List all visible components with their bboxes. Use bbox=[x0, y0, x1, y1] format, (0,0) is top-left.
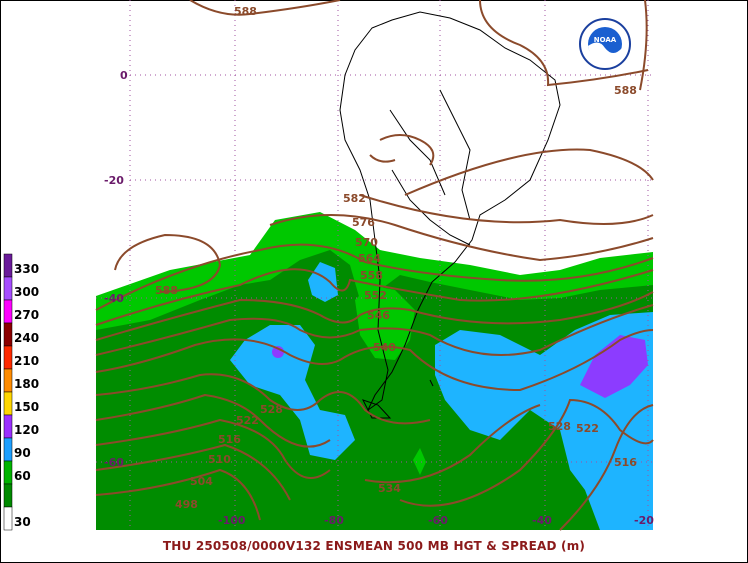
legend-swatch bbox=[3, 391, 13, 416]
contour-label: 498 bbox=[175, 498, 198, 511]
contour-label: 570 bbox=[355, 236, 378, 249]
legend-label: 270 bbox=[14, 308, 39, 322]
legend-label: 240 bbox=[14, 331, 39, 345]
contour-label: 522 bbox=[236, 414, 259, 427]
legend-swatch bbox=[3, 483, 13, 508]
lon-label: -80 bbox=[324, 514, 344, 527]
contour-label: 504 bbox=[190, 475, 213, 488]
legend-swatch bbox=[3, 276, 13, 301]
lon-label: -40 bbox=[532, 514, 552, 527]
lat-lon-grid bbox=[96, 0, 653, 530]
contour-label: 558 bbox=[360, 269, 383, 282]
noaa-logo-icon: NOAA bbox=[579, 18, 631, 70]
contour-label: 528 bbox=[548, 420, 571, 433]
contour-label: 582 bbox=[343, 192, 366, 205]
legend-label: 90 bbox=[14, 446, 31, 460]
contour-label: 528 bbox=[260, 403, 283, 416]
contour-label: 540 bbox=[373, 341, 396, 354]
lat-label: 0 bbox=[120, 69, 128, 82]
spread-inner-green bbox=[355, 285, 415, 360]
contour-label: 516 bbox=[614, 456, 637, 469]
legend-label: 210 bbox=[14, 354, 39, 368]
legend-swatch bbox=[3, 506, 13, 531]
legend-swatch bbox=[3, 460, 13, 485]
spread-legend: 330 300 270 240 210 180 150 120 90 60 30 bbox=[3, 253, 39, 531]
legend-swatch bbox=[3, 299, 13, 324]
logo-text: NOAA bbox=[594, 36, 617, 44]
lat-label: -60 bbox=[104, 456, 124, 469]
legend-label: 60 bbox=[14, 469, 31, 483]
lon-label: -20 bbox=[634, 514, 654, 527]
contour-label: 588 bbox=[614, 84, 637, 97]
contour-label: 588 bbox=[155, 284, 178, 297]
legend-swatch bbox=[3, 437, 13, 462]
legend-swatch bbox=[3, 253, 13, 278]
legend-swatch bbox=[3, 414, 13, 439]
legend-label: 120 bbox=[14, 423, 39, 437]
axis-labels: 0 -20 -40 -60 -100 -80 -60 -40 -20 bbox=[104, 69, 654, 527]
spread-green-islet bbox=[413, 448, 426, 475]
contour-label: 564 bbox=[358, 252, 381, 265]
legend-label: 150 bbox=[14, 400, 39, 414]
height-contours bbox=[95, 0, 654, 531]
legend-label: 30 bbox=[14, 515, 31, 529]
lon-label: -60 bbox=[428, 514, 448, 527]
legend-swatch bbox=[3, 345, 13, 370]
contour-label: 576 bbox=[352, 216, 375, 229]
contour-label: 522 bbox=[576, 422, 599, 435]
legend-label: 300 bbox=[14, 285, 39, 299]
legend-label: 180 bbox=[14, 377, 39, 391]
spread-120-region bbox=[580, 335, 648, 398]
map-caption: THU 250508/0000V132 ENSMEAN 500 MB HGT &… bbox=[162, 539, 586, 553]
contour-label: 516 bbox=[218, 433, 241, 446]
contour-label: 552 bbox=[364, 289, 387, 302]
contour-label: 534 bbox=[378, 482, 401, 495]
contour-labels: 588 588 588 582 576 570 564 558 552 546 … bbox=[155, 5, 637, 511]
legend-swatch bbox=[3, 368, 13, 393]
lon-label: -100 bbox=[218, 514, 246, 527]
legend-swatch bbox=[3, 322, 13, 347]
contour-label: 546 bbox=[367, 309, 390, 322]
contour-label: 510 bbox=[208, 453, 231, 466]
lat-label: -40 bbox=[104, 292, 124, 305]
contour-label: 588 bbox=[234, 5, 257, 18]
spread-90-region-west bbox=[230, 325, 355, 460]
legend-label: 330 bbox=[14, 262, 39, 276]
lat-label: -20 bbox=[104, 174, 124, 187]
